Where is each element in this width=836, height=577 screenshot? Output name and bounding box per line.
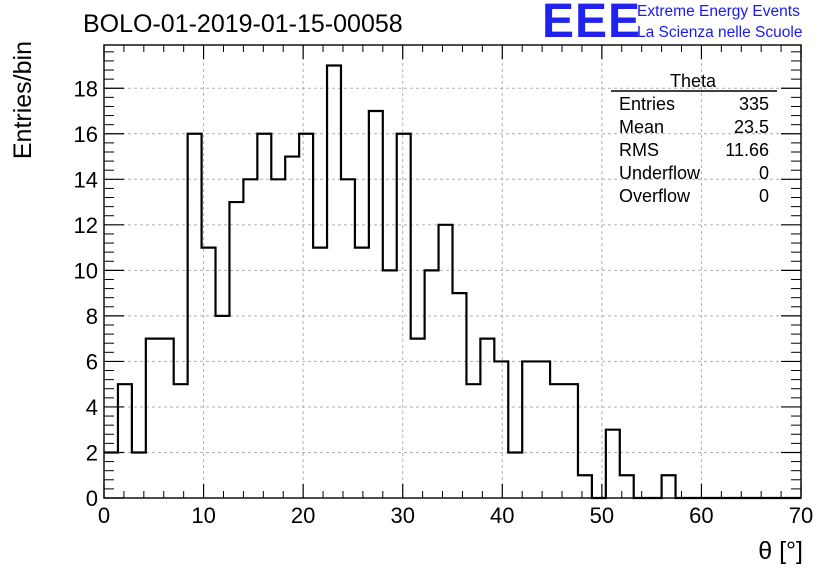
y-tick-label: 12 xyxy=(74,213,98,238)
axis-ticks xyxy=(103,45,802,499)
y-tick-label: 10 xyxy=(74,258,98,283)
stats-row-value: 0 xyxy=(759,163,769,183)
x-tick-label: 50 xyxy=(590,503,614,528)
y-tick-label: 2 xyxy=(86,440,98,465)
histogram-step-line xyxy=(104,64,801,500)
stats-box: Theta Entries 335 Mean 23.5 RMS 11.66 Underflo… xyxy=(611,71,777,206)
y-tick-label: 8 xyxy=(86,304,98,329)
stats-title: Theta xyxy=(670,71,717,91)
stats-row-label: Underflow xyxy=(619,163,701,183)
stats-row-value: 11.66 xyxy=(725,140,769,160)
stats-row-label: Entries xyxy=(619,94,675,114)
stats-row-label: Mean xyxy=(619,117,664,137)
page-title: BOLO-01-2019-01-15-00058 xyxy=(83,10,403,38)
logo-line-2: La Scienza nelle Scuole xyxy=(637,24,803,41)
x-tick-label: 10 xyxy=(191,503,215,528)
y-tick-label: 6 xyxy=(86,349,98,374)
stats-row-value: 335 xyxy=(739,94,769,114)
axis-tick-labels: 0 10 20 30 40 50 60 70 0 2 4 6 8 10 12 14 16 18 xyxy=(74,76,814,528)
logo-line-1: Extreme Energy Events xyxy=(637,3,800,20)
x-tick-label: 40 xyxy=(490,503,514,528)
y-tick-label: 16 xyxy=(74,122,98,147)
stats-row-label: RMS xyxy=(619,140,659,160)
y-tick-label: 0 xyxy=(86,486,98,511)
y-axis-label: Entries/bin xyxy=(9,41,37,159)
x-axis-label: θ [°] xyxy=(758,537,803,565)
x-tick-label: 0 xyxy=(98,503,110,528)
logo-letters: EEE xyxy=(542,0,642,48)
y-tick-label: 18 xyxy=(74,76,98,101)
x-tick-label: 70 xyxy=(789,503,813,528)
eee-logo: EEE Extreme Energy Events La Scienza nel… xyxy=(542,0,836,48)
x-tick-label: 60 xyxy=(689,503,713,528)
stats-row-value: 23.5 xyxy=(734,117,769,137)
plot-frame xyxy=(103,44,802,499)
x-tick-label: 30 xyxy=(390,503,414,528)
stats-row-value: 0 xyxy=(759,186,769,206)
y-tick-label: 4 xyxy=(86,395,98,420)
stats-row-label: Overflow xyxy=(619,186,691,206)
x-tick-label: 20 xyxy=(291,503,315,528)
y-tick-label: 14 xyxy=(74,167,98,192)
